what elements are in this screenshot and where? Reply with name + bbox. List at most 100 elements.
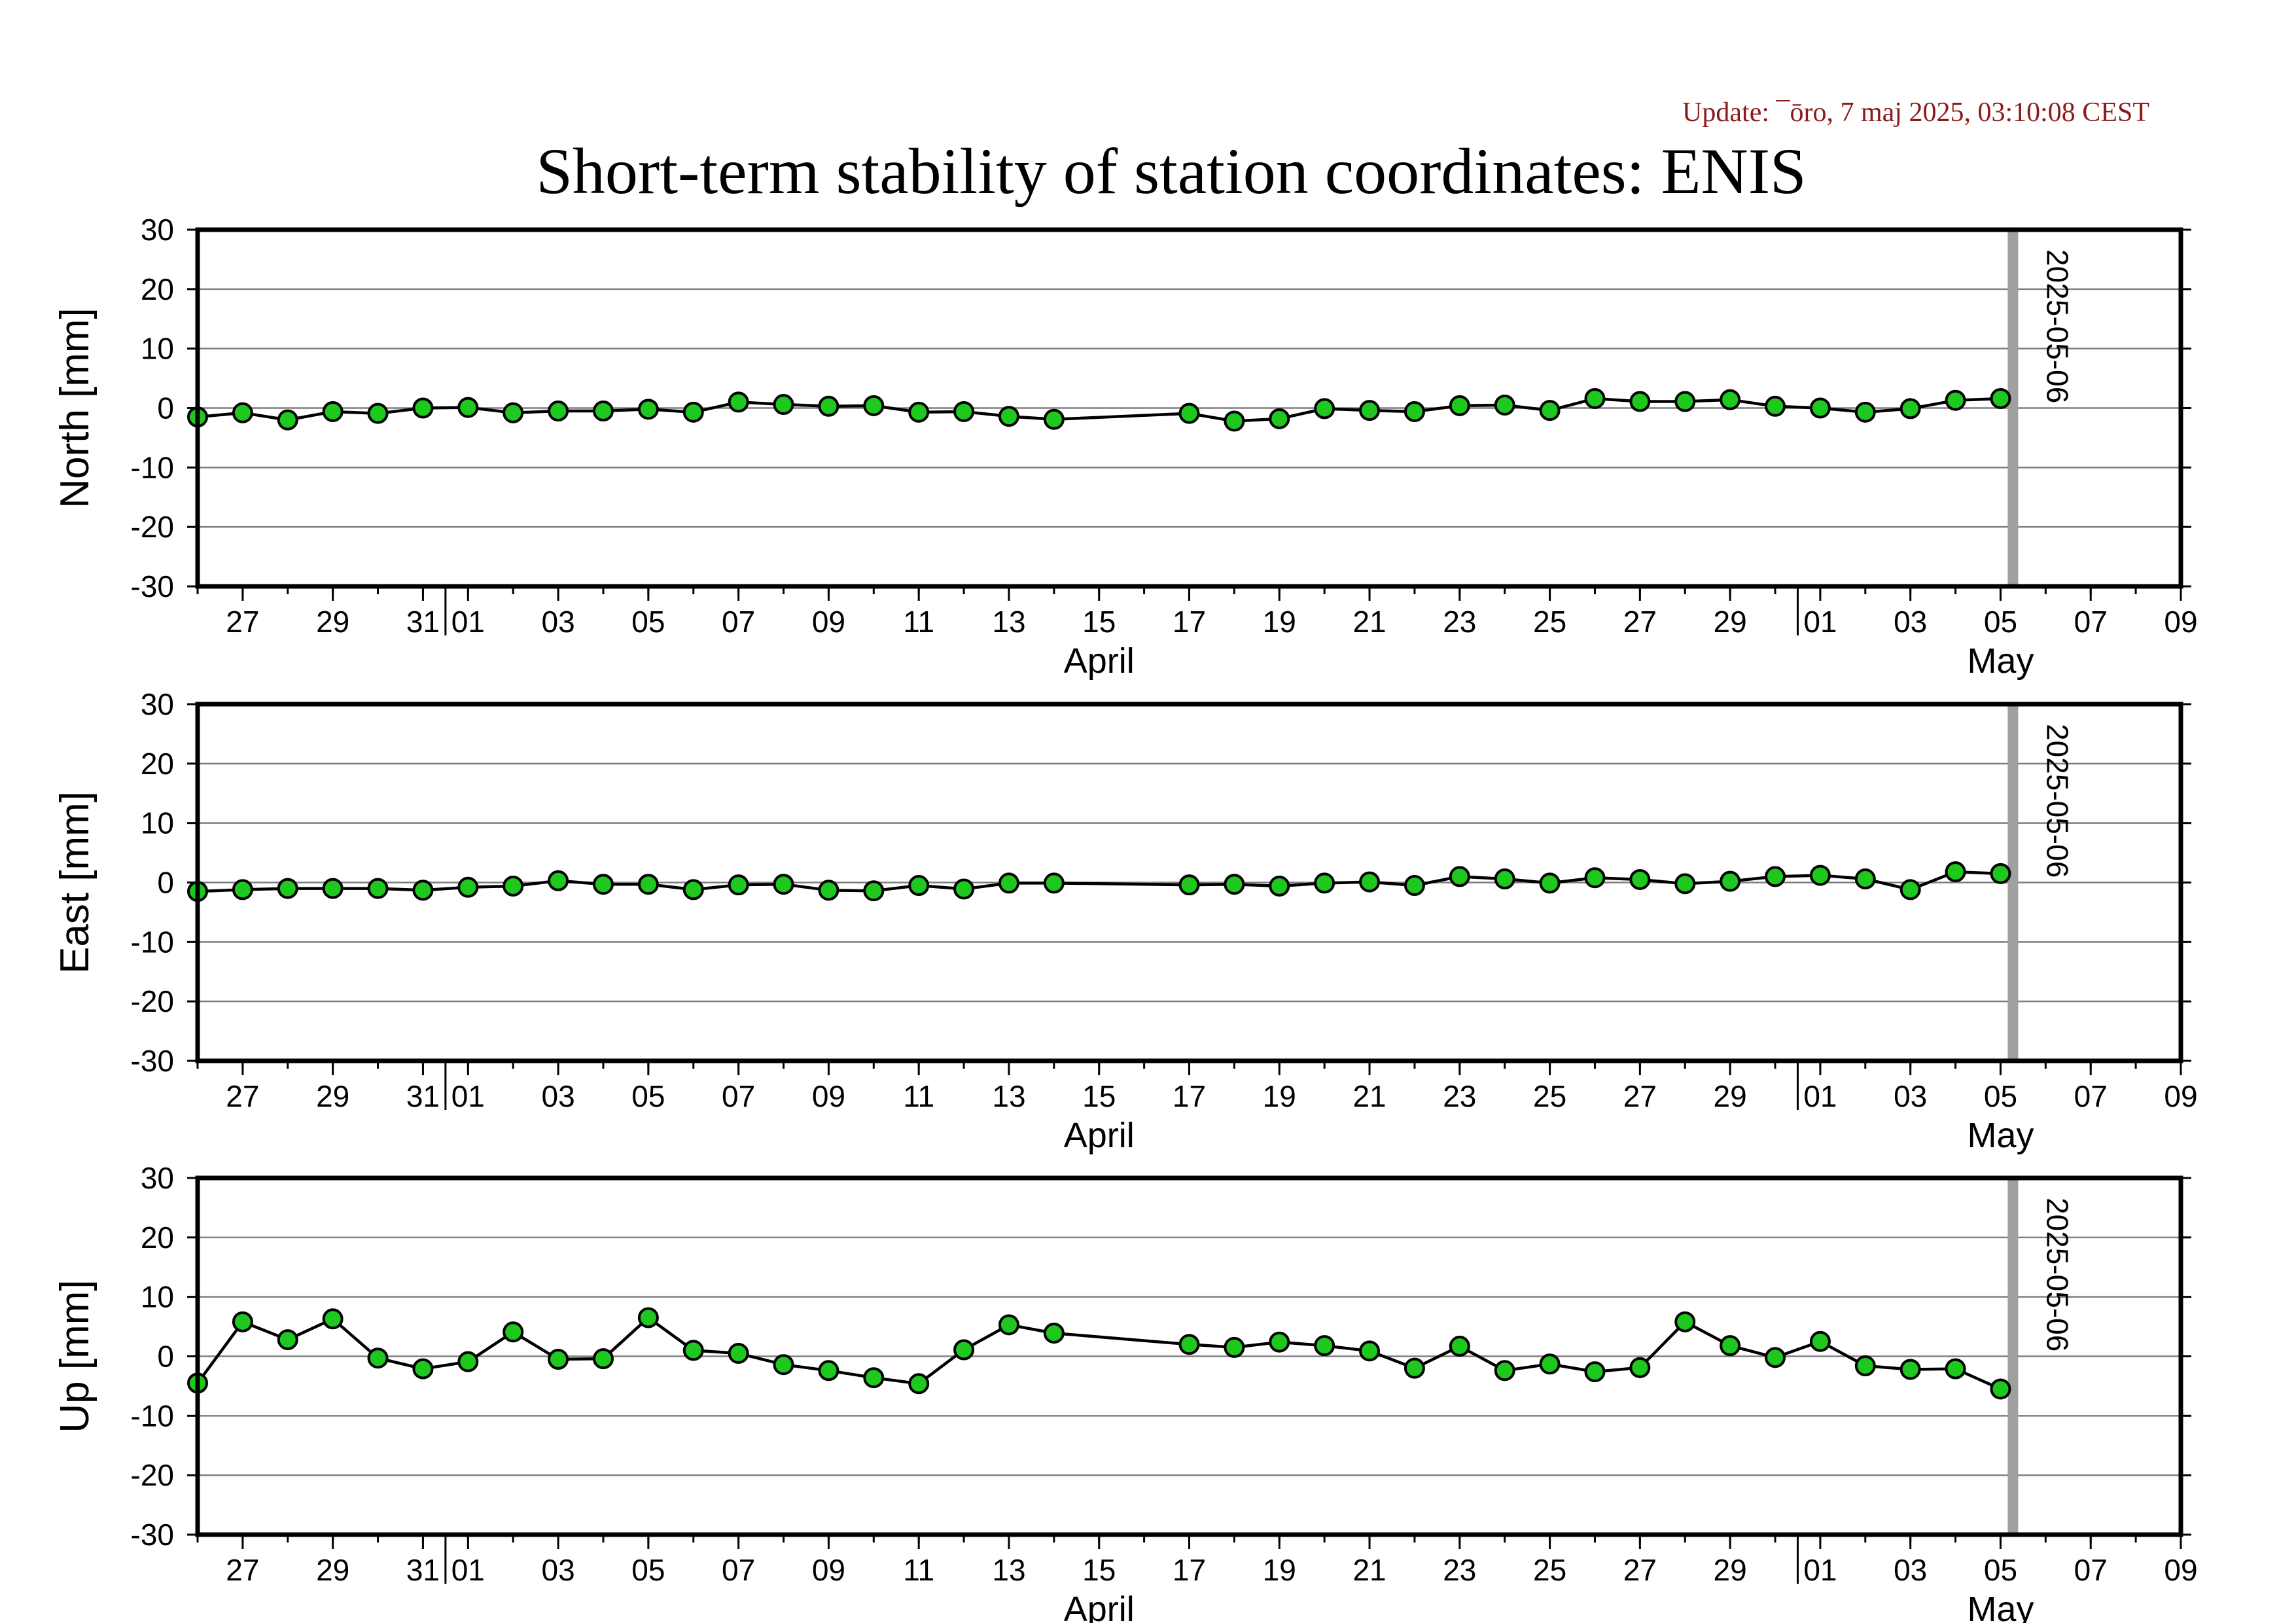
data-point — [232, 879, 253, 901]
data-point — [1674, 1311, 1696, 1332]
data-point — [863, 395, 885, 416]
x-tick-label: 03 — [1894, 1553, 1927, 1587]
y-tick-label: -30 — [131, 1518, 174, 1552]
x-tick-label: 21 — [1352, 1079, 1386, 1113]
data-point — [1178, 402, 1200, 424]
data-point — [1224, 874, 1245, 895]
data-point — [1899, 1359, 1921, 1380]
data-point — [1765, 866, 1786, 887]
panel-frame — [195, 227, 2183, 589]
update-timestamp: Update: ¯ōro, 7 maj 2025, 03:10:08 CEST — [1682, 98, 2149, 128]
data-point — [863, 1367, 885, 1389]
data-point — [1539, 400, 1561, 421]
x-tick-label: 01 — [451, 605, 485, 639]
data-point — [1449, 1336, 1470, 1357]
data-point — [503, 402, 524, 423]
data-point — [548, 401, 569, 422]
x-tick-label: 03 — [542, 1079, 575, 1113]
data-point — [1990, 387, 2011, 409]
data-point — [1404, 875, 1425, 897]
x-tick-label: 29 — [316, 1553, 349, 1587]
y-tick-label: 0 — [157, 866, 174, 900]
data-point — [592, 401, 614, 422]
data-point — [1674, 391, 1696, 412]
x-tick-label: 07 — [722, 605, 755, 639]
current-day-label: 2025-05-06 — [2040, 1198, 2074, 1351]
x-tick-label: 17 — [1173, 1553, 1206, 1587]
data-point — [1043, 872, 1065, 894]
data-point — [908, 875, 930, 897]
x-tick-label: 01 — [451, 1079, 485, 1113]
data-point — [367, 878, 389, 899]
y-tick-label: -20 — [131, 1458, 174, 1492]
data-point — [1269, 1331, 1290, 1353]
x-tick-label: 23 — [1443, 1079, 1476, 1113]
panels: 30 20 10 0 -10 -20 -30 North [mm] 2025-05-06 27 29… — [52, 213, 2198, 1623]
y-tick-label: -10 — [131, 925, 174, 959]
y-tick-label: 30 — [141, 213, 174, 247]
data-point — [412, 1358, 434, 1380]
data-point — [232, 1311, 253, 1332]
data-point — [1359, 1340, 1381, 1362]
data-point — [1269, 408, 1290, 429]
data-point — [592, 1348, 614, 1370]
data-point — [773, 1354, 794, 1376]
x-tick-label: 07 — [722, 1553, 755, 1587]
data-point — [1314, 872, 1335, 894]
x-tick-label: 09 — [812, 1553, 845, 1587]
data-point — [818, 1360, 839, 1382]
data-point — [637, 874, 659, 895]
data-point — [953, 401, 975, 422]
data-point — [1539, 872, 1561, 894]
data-point — [1629, 391, 1651, 412]
data-point — [1224, 410, 1245, 432]
data-point — [1178, 1334, 1200, 1355]
data-point — [1494, 868, 1515, 890]
data-point — [998, 406, 1019, 427]
data-point — [682, 401, 704, 423]
data-point — [1674, 873, 1696, 895]
month-label: April — [1064, 641, 1135, 681]
y-tick-label: -30 — [131, 569, 174, 603]
x-tick-label: 01 — [1803, 1553, 1837, 1587]
data-point — [953, 1339, 975, 1361]
data-point — [232, 402, 253, 423]
data-point — [1494, 394, 1515, 416]
data-point — [1899, 879, 1921, 901]
data-point — [1404, 1357, 1425, 1379]
data-point — [1359, 400, 1381, 421]
data-point — [773, 394, 794, 416]
x-tick-label: 03 — [1894, 1079, 1927, 1113]
data-point — [1584, 387, 1606, 409]
data-point — [1945, 1358, 1966, 1380]
x-tick-label: 07 — [2074, 605, 2108, 639]
month-label: April — [1064, 1590, 1135, 1623]
data-point — [277, 878, 298, 899]
y-tick-label: 10 — [141, 806, 174, 840]
x-tick-label: 17 — [1173, 605, 1206, 639]
x-tick-label: 05 — [631, 1079, 665, 1113]
month-label: April — [1064, 1116, 1135, 1155]
y-tick-label: 20 — [141, 747, 174, 781]
data-point — [1765, 1347, 1786, 1368]
x-tick-label: 15 — [1082, 1553, 1116, 1587]
month-label: May — [1967, 1590, 2034, 1623]
data-point — [682, 879, 704, 901]
data-point — [322, 401, 344, 422]
data-point — [1854, 1355, 1876, 1377]
x-tick-label: 11 — [903, 1553, 934, 1587]
data-point — [1584, 1361, 1606, 1383]
panel-1: 30 20 10 0 -10 -20 -30 North [mm] 2025-05-06 27 29… — [52, 213, 2198, 681]
data-point — [998, 872, 1019, 894]
data-point — [1945, 389, 1966, 411]
x-tick-label: 31 — [406, 1079, 440, 1113]
x-tick-label: 29 — [1714, 1553, 1747, 1587]
x-tick-label: 03 — [542, 605, 575, 639]
y-tick-label: -20 — [131, 510, 174, 544]
data-point — [1178, 874, 1200, 896]
x-tick-label: 29 — [316, 1079, 349, 1113]
x-tick-label: 15 — [1082, 605, 1116, 639]
y-axis-label: Up [mm] — [52, 1279, 97, 1433]
x-tick-label: 31 — [406, 1553, 440, 1587]
data-point — [367, 402, 389, 424]
